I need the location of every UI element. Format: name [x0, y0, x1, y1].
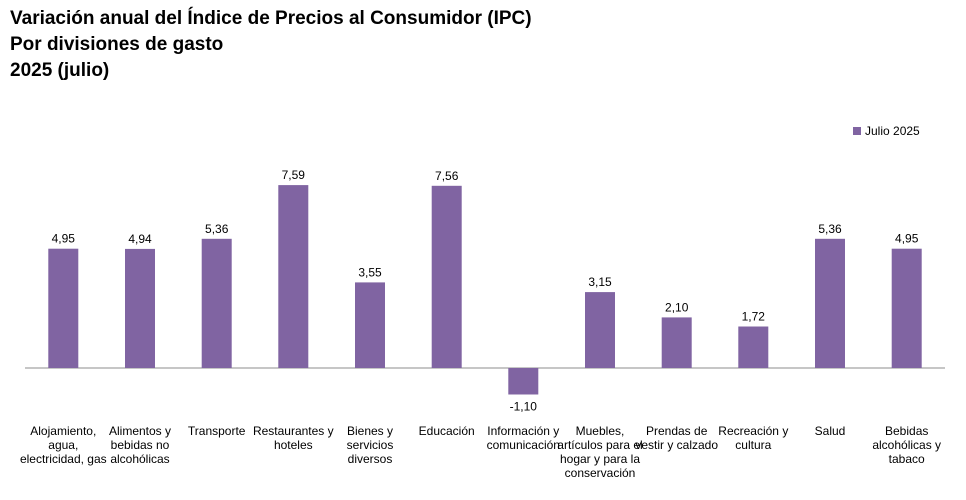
bar: [201, 238, 232, 368]
category-label: Alojamiento, agua, electricidad, gas: [19, 424, 107, 466]
data-label: 4,95: [895, 232, 919, 246]
bar: [278, 185, 309, 368]
category-label: Bienes y servicios diversos: [346, 424, 394, 466]
data-label: 5,36: [818, 222, 842, 236]
bar: [508, 368, 539, 395]
bar: [738, 326, 769, 368]
data-label: 3,55: [358, 265, 382, 279]
data-label: 7,56: [435, 169, 459, 183]
data-label: 2,10: [665, 300, 689, 314]
bar: [661, 317, 692, 368]
category-label: Información y comunicación: [486, 424, 560, 452]
data-label: 3,15: [588, 275, 612, 289]
data-label: 7,59: [282, 168, 306, 182]
title-line-1: Variación anual del Índice de Precios al…: [10, 8, 532, 29]
category-label: Restaurantes y hoteles: [252, 424, 334, 452]
bar: [585, 292, 615, 368]
bar: [355, 282, 385, 368]
bar: [48, 248, 79, 368]
category-label: Transporte: [187, 424, 246, 438]
category-label: Alimentos y bebidas no alcohólicas: [108, 424, 172, 466]
bar: [891, 248, 922, 368]
legend-label: Julio 2025: [865, 124, 920, 138]
bar: [125, 248, 155, 368]
bar: [431, 185, 462, 368]
legend-swatch: [853, 127, 861, 135]
data-label: 4,95: [52, 232, 76, 246]
bar: [815, 238, 845, 368]
data-label: 1,72: [742, 310, 766, 324]
data-label: -1,10: [510, 400, 538, 414]
category-label: Bebidas alcohólicas y tabaco: [872, 424, 942, 466]
title-line-2: Por divisiones de gasto: [10, 34, 224, 55]
category-label: Prendas de vestir y calzado: [635, 424, 719, 452]
data-label: 4,94: [128, 232, 152, 246]
title-line-3: 2025 (julio): [10, 60, 110, 81]
chart-title: Variación anual del Índice de Precios al…: [10, 6, 532, 84]
category-label: Recreación y cultura: [718, 424, 789, 452]
data-label: 5,36: [205, 222, 229, 236]
category-label: Muebles, artículos para el hogar y para …: [557, 424, 643, 480]
category-label: Salud: [814, 424, 846, 438]
legend: Julio 2025: [853, 124, 920, 138]
category-label: Educación: [418, 424, 475, 438]
